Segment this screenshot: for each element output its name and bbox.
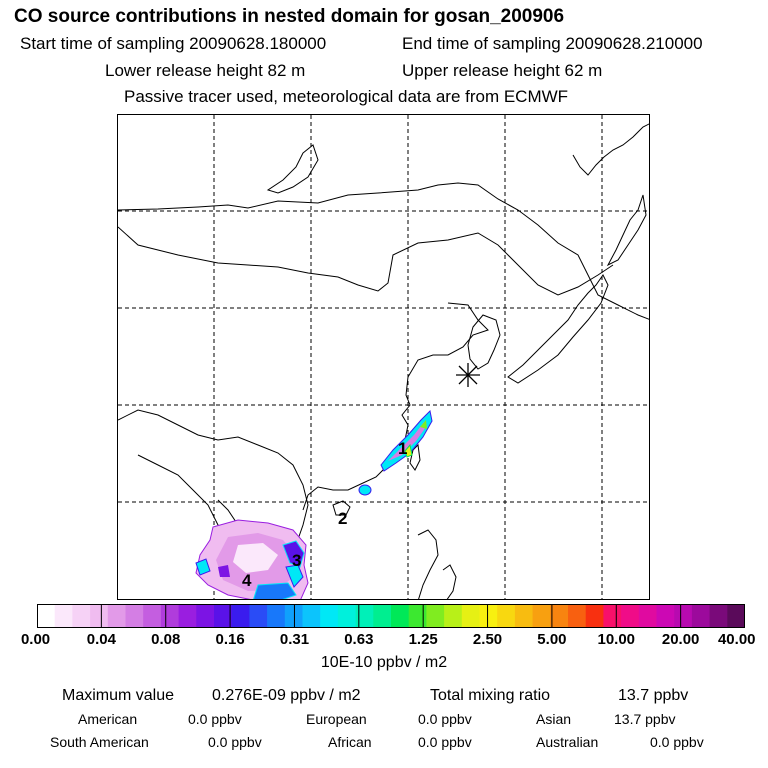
receptor-star-icon [456,363,480,387]
colorbar-tick-label: 20.00 [661,631,700,648]
colorbar-swatch [709,604,728,628]
colorbar-swatch [479,604,498,628]
colorbar-swatch [267,604,286,628]
colorbar-swatch [54,604,73,628]
european-value: 0.0 ppbv [418,711,472,727]
colorbar-tick-label: 0.31 [279,631,310,648]
colorbar-swatch [284,604,303,628]
colorbar-tick-label: 0.08 [151,631,181,648]
colorbar-swatch [444,604,463,628]
colorbar-swatch [391,604,410,628]
colorbar-swatch [568,604,587,628]
colorbar-swatch [320,604,339,628]
australian-label: Australian [536,734,599,750]
colorbar-swatch [603,604,622,628]
colorbar-swatch [196,604,215,628]
tracer-note: Passive tracer used, meteorological data… [124,87,569,106]
colorbar-swatch [373,604,392,628]
south-american-label: South American [50,734,149,750]
colorbar-tick-label: 40.00 [717,631,756,648]
african-value: 0.0 ppbv [418,734,472,750]
colorbar-tick-label: 0.16 [215,631,245,648]
total-label: Total mixing ratio [430,687,551,704]
colorbar-tick-label: 1.25 [408,631,438,648]
colorbar-swatch [125,604,144,628]
colorbar-tick-label: 2.50 [472,631,503,648]
colorbar-swatch [90,604,109,628]
asian-label: Asian [536,711,572,727]
colorbar-swatch [656,604,675,628]
total-value: 13.7 ppbv [618,687,689,704]
lat-lon-grid [118,115,649,599]
colorbar-swatch [178,604,197,628]
end-time: End time of sampling 20090628.210000 [402,34,703,53]
colorbar-swatch [514,604,534,628]
colorbar-tick-label: 0.00 [20,631,51,648]
colorbar-swatch [72,604,91,628]
australian-value: 0.0 ppbv [650,734,704,750]
asian-value: 13.7 ppbv [614,711,676,727]
figure-title: CO source contributions in nested domain… [14,6,565,27]
region-label-3: 3 [292,551,302,570]
colorbar-swatch [355,604,374,628]
american-value: 0.0 ppbv [188,711,242,727]
colorbar-swatch [497,604,516,628]
colorbar-tick-label: 0.63 [344,631,374,648]
colorbar-swatch [674,604,693,628]
colorbar-tick-label: 0.04 [86,631,116,648]
colorbar-swatch [727,604,745,628]
colorbar-border [37,604,745,628]
colorbar-swatch [337,604,357,628]
colorbar-swatch [461,604,480,628]
colorbar-swatch [638,604,657,628]
colorbar-swatch [143,604,162,628]
american-label: American [78,711,138,727]
plume-indochina [195,519,309,599]
european-label: European [306,711,367,727]
colorbar-swatch [550,604,569,628]
colorbar-swatch [408,604,427,628]
colorbar [37,604,745,628]
max-label: Maximum value [62,687,175,704]
map-panel: 1 2 3 4 [117,114,650,600]
colorbar-swatch [160,604,180,628]
south-american-value: 0.0 ppbv [208,734,262,750]
colorbar-swatch [532,604,551,628]
colorbar-swatch [426,604,445,628]
start-time: Start time of sampling 20090628.180000 [20,34,327,53]
map-svg [118,115,649,599]
colorbar-swatch [691,604,711,628]
region-label-1: 1 [398,439,408,458]
colorbar-swatch [214,604,233,628]
colorbar-swatch [585,604,604,628]
african-label: African [328,734,372,750]
colorbar-swatch [302,604,321,628]
max-value: 0.276E-09 ppbv / m2 [212,687,361,704]
colorbar-swatch [249,604,268,628]
region-label-2: 2 [338,509,348,528]
colorbar-swatch [621,604,640,628]
colorbar-swatch [37,604,56,628]
colorbar-tick-label: 5.00 [537,631,567,648]
colorbar-tick-label: 10.00 [597,631,636,648]
region-label-4: 4 [242,571,252,590]
colorbar-unit: 10E-10 ppbv / m2 [320,654,448,671]
colorbar-swatch [231,604,250,628]
upper-release-height: Upper release height 62 m [402,61,603,80]
plume-east-china [358,409,433,496]
coastlines [118,123,649,599]
lower-release-height: Lower release height 82 m [105,61,306,80]
colorbar-swatch [107,604,126,628]
